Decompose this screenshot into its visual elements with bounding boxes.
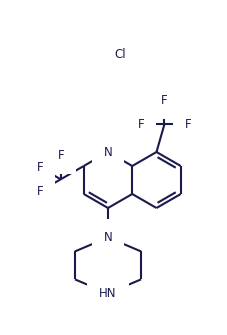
Text: H: H — [106, 62, 114, 74]
Text: F: F — [37, 161, 43, 174]
Text: Cl: Cl — [114, 49, 126, 62]
Text: F: F — [185, 118, 192, 131]
Text: HN: HN — [99, 287, 117, 300]
Text: F: F — [57, 149, 64, 162]
Text: F: F — [161, 94, 168, 107]
Text: F: F — [37, 185, 43, 198]
Text: N: N — [104, 231, 112, 244]
Text: N: N — [104, 145, 112, 158]
Text: F: F — [137, 118, 144, 131]
